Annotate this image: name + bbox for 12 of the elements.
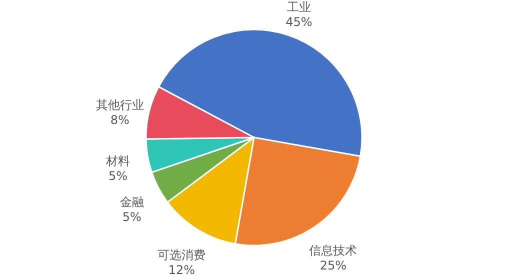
data-label: 12% <box>168 263 196 275</box>
slice-label: 金融 <box>120 194 144 209</box>
data-label: 5% <box>108 168 128 183</box>
slice-label: 可选消费 <box>158 248 206 262</box>
data-label: 45% <box>286 15 312 30</box>
slice-label: 信息技术 <box>309 244 358 258</box>
slice-label: 材料 <box>105 154 130 168</box>
data-label: 25% <box>320 258 346 273</box>
data-label: 8% <box>110 113 130 128</box>
slice-label: 工业 <box>286 0 311 14</box>
data-label: 5% <box>122 210 142 224</box>
slice-label: 其他行业 <box>96 98 144 112</box>
